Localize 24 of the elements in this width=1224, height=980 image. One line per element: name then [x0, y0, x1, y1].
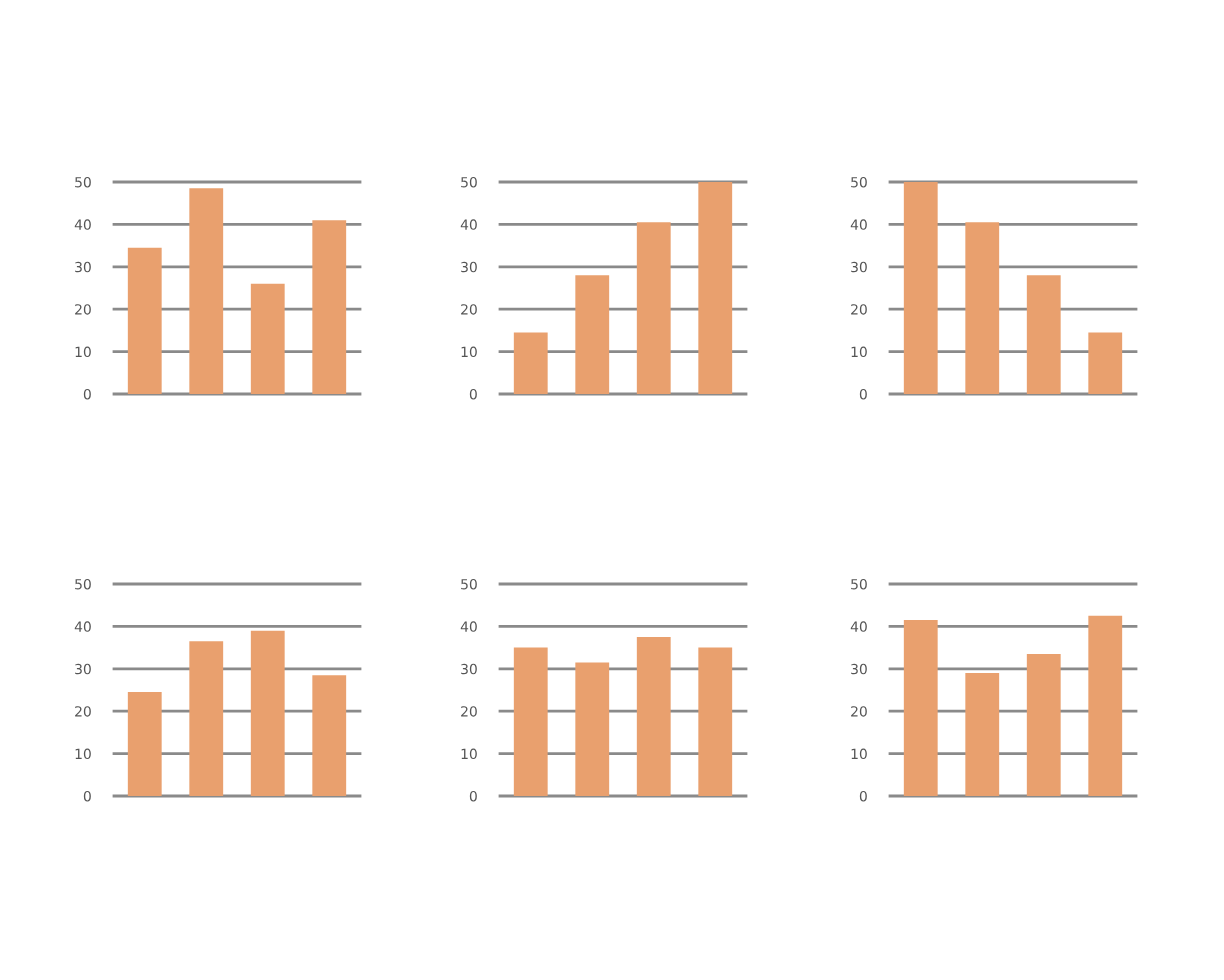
bar [513, 332, 548, 394]
bar [903, 620, 938, 796]
bar [312, 220, 347, 394]
bar [189, 188, 224, 394]
bar [513, 647, 548, 796]
bar [250, 283, 285, 394]
bar [189, 641, 224, 796]
bar [636, 222, 671, 394]
bar [312, 675, 347, 796]
bar [698, 182, 733, 394]
bar [903, 182, 938, 394]
bar [575, 662, 610, 796]
bar [575, 275, 610, 394]
bar [250, 630, 285, 796]
bar [965, 673, 1000, 796]
bar [1026, 653, 1061, 796]
bar [965, 222, 1000, 394]
bar [636, 637, 671, 796]
bar [127, 247, 162, 394]
bar [698, 647, 733, 796]
bar [1088, 332, 1123, 394]
bar [1088, 615, 1123, 796]
bar [127, 692, 162, 796]
bar [1026, 275, 1061, 394]
